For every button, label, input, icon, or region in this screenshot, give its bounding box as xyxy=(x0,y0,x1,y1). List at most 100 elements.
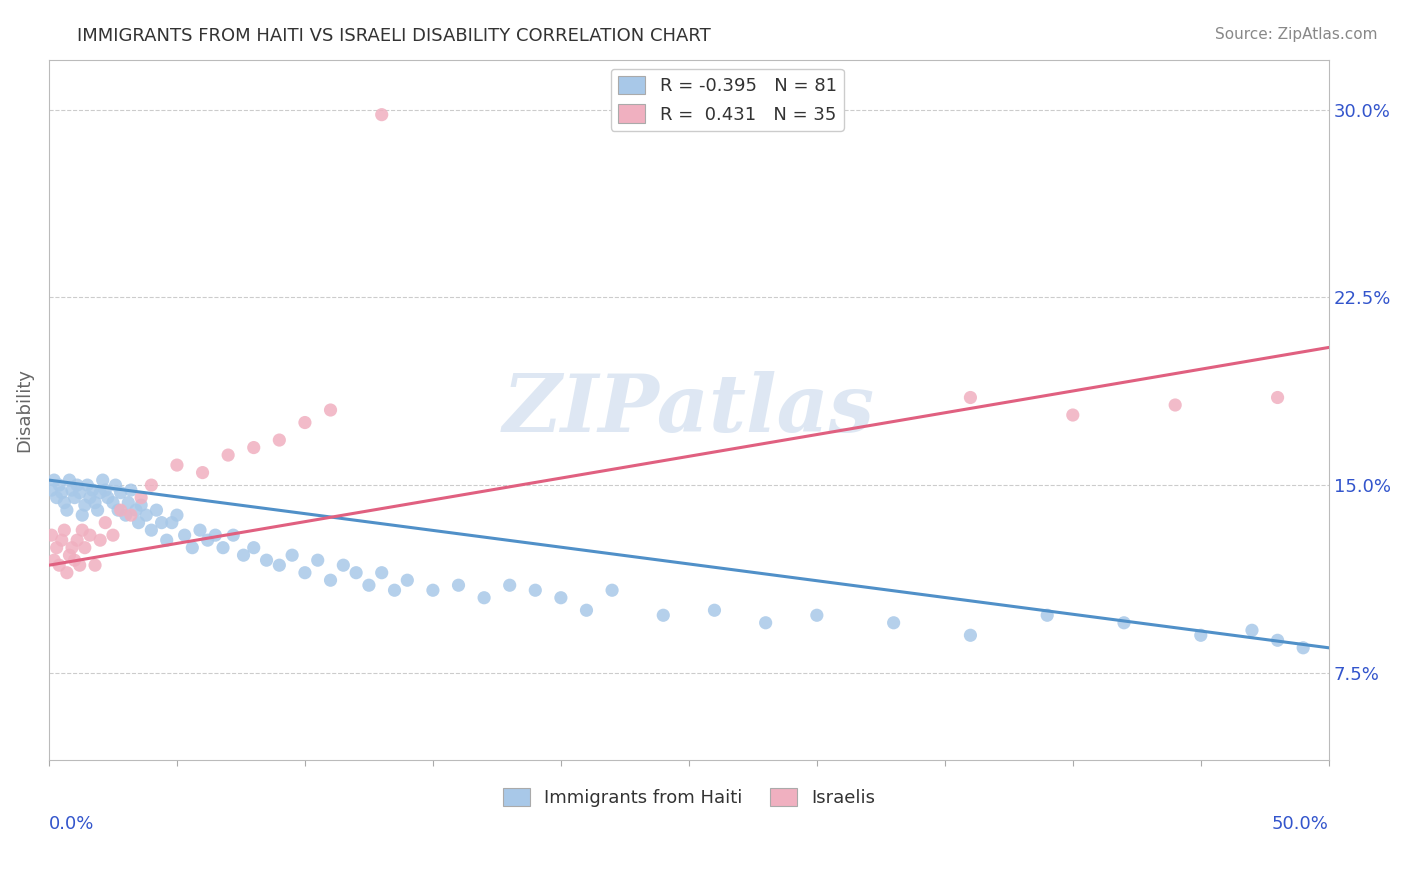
Point xyxy=(396,573,419,587)
Point xyxy=(332,558,354,573)
Point xyxy=(114,508,136,523)
Point xyxy=(357,578,380,592)
Point xyxy=(959,391,981,405)
Point xyxy=(806,608,828,623)
Point xyxy=(58,473,80,487)
Point xyxy=(107,503,129,517)
Text: 50.0%: 50.0% xyxy=(1272,815,1329,833)
Point xyxy=(232,548,254,562)
Text: ZIPatlas: ZIPatlas xyxy=(503,371,875,449)
Point xyxy=(56,503,79,517)
Point xyxy=(135,508,157,523)
Point xyxy=(1267,391,1289,405)
Point xyxy=(1036,608,1059,623)
Y-axis label: Disability: Disability xyxy=(15,368,32,452)
Point xyxy=(166,508,188,523)
Point xyxy=(76,478,98,492)
Point xyxy=(120,508,142,523)
Point xyxy=(91,473,114,487)
Point xyxy=(45,491,67,505)
Point xyxy=(145,503,167,517)
Point xyxy=(242,541,264,555)
Point xyxy=(703,603,725,617)
Point xyxy=(499,578,522,592)
Text: 0.0%: 0.0% xyxy=(49,815,94,833)
Point xyxy=(48,558,70,573)
Point xyxy=(51,533,73,548)
Point xyxy=(959,628,981,642)
Point xyxy=(51,485,73,500)
Point xyxy=(281,548,304,562)
Point xyxy=(575,603,598,617)
Point xyxy=(101,528,124,542)
Point xyxy=(84,558,107,573)
Point xyxy=(160,516,183,530)
Point xyxy=(188,523,211,537)
Point xyxy=(1112,615,1135,630)
Point xyxy=(41,528,63,542)
Point xyxy=(117,495,139,509)
Point xyxy=(79,491,101,505)
Point xyxy=(242,441,264,455)
Point xyxy=(319,403,342,417)
Point xyxy=(94,483,117,497)
Point xyxy=(1267,633,1289,648)
Point xyxy=(70,523,93,537)
Point xyxy=(66,533,89,548)
Point xyxy=(294,566,316,580)
Point xyxy=(84,495,107,509)
Point xyxy=(125,503,148,517)
Point xyxy=(66,478,89,492)
Point xyxy=(48,478,70,492)
Point xyxy=(89,485,111,500)
Point xyxy=(150,516,173,530)
Point xyxy=(129,491,152,505)
Point xyxy=(104,478,127,492)
Point xyxy=(222,528,245,542)
Point xyxy=(550,591,572,605)
Point xyxy=(53,495,76,509)
Point xyxy=(524,583,547,598)
Point xyxy=(73,541,96,555)
Text: Source: ZipAtlas.com: Source: ZipAtlas.com xyxy=(1215,27,1378,42)
Point xyxy=(101,495,124,509)
Point xyxy=(1292,640,1315,655)
Point xyxy=(73,498,96,512)
Point xyxy=(173,528,195,542)
Point xyxy=(181,541,204,555)
Point xyxy=(69,558,91,573)
Point xyxy=(269,558,291,573)
Point xyxy=(1189,628,1212,642)
Point xyxy=(110,503,132,517)
Point xyxy=(94,516,117,530)
Point xyxy=(294,416,316,430)
Point xyxy=(53,523,76,537)
Point xyxy=(191,466,214,480)
Point xyxy=(42,473,65,487)
Point xyxy=(86,503,108,517)
Point xyxy=(58,548,80,562)
Text: IMMIGRANTS FROM HAITI VS ISRAELI DISABILITY CORRELATION CHART: IMMIGRANTS FROM HAITI VS ISRAELI DISABIL… xyxy=(77,27,711,45)
Point xyxy=(755,615,778,630)
Point xyxy=(256,553,278,567)
Point xyxy=(1062,408,1084,422)
Point xyxy=(141,478,163,492)
Point xyxy=(447,578,470,592)
Point xyxy=(56,566,79,580)
Point xyxy=(97,491,120,505)
Point xyxy=(370,108,392,122)
Point xyxy=(422,583,444,598)
Point xyxy=(82,483,104,497)
Legend: Immigrants from Haiti, Israelis: Immigrants from Haiti, Israelis xyxy=(495,780,883,814)
Point xyxy=(1240,624,1263,638)
Point xyxy=(70,508,93,523)
Point xyxy=(41,483,63,497)
Point xyxy=(217,448,239,462)
Point xyxy=(120,483,142,497)
Point xyxy=(110,485,132,500)
Point xyxy=(128,516,150,530)
Point xyxy=(63,491,86,505)
Point xyxy=(344,566,367,580)
Point xyxy=(319,573,342,587)
Point xyxy=(129,498,152,512)
